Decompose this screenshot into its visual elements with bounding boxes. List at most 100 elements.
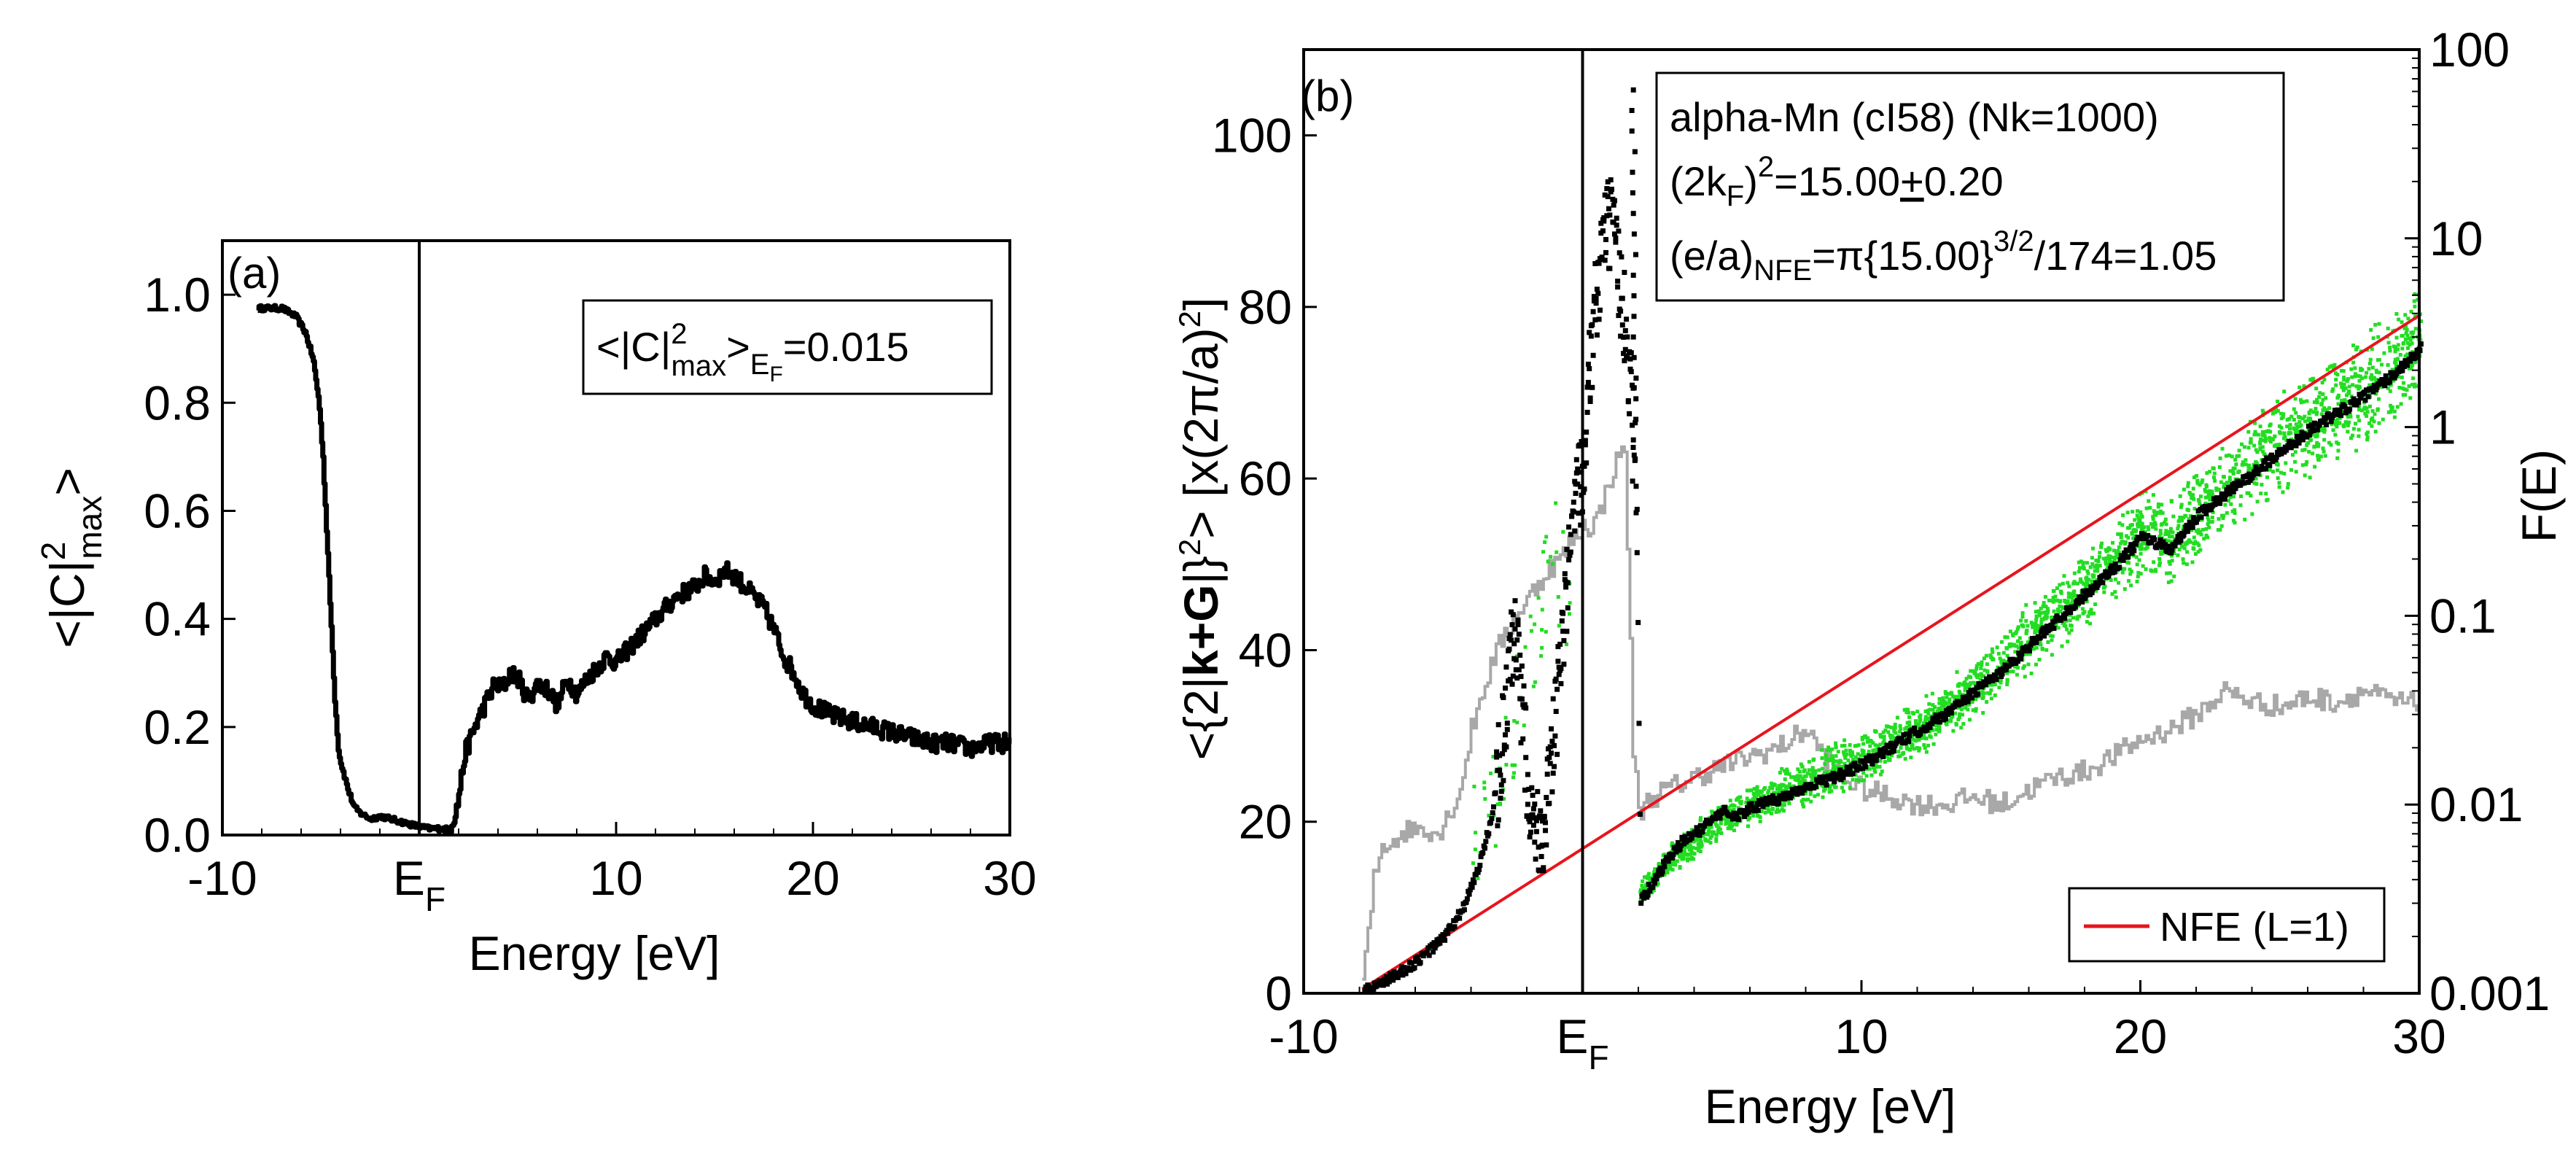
- black-point: [1519, 663, 1525, 669]
- green-point: [2203, 501, 2208, 505]
- black-point: [1614, 222, 1619, 228]
- green-point: [1934, 723, 1939, 728]
- green-point: [1495, 802, 1500, 807]
- green-point: [2136, 570, 2141, 575]
- green-point: [2020, 615, 2025, 619]
- green-point: [1716, 828, 1720, 832]
- green-point: [2367, 421, 2372, 425]
- green-point: [1474, 831, 1478, 835]
- green-point: [1834, 745, 1838, 749]
- green-point: [2159, 532, 2163, 536]
- green-point: [1851, 777, 1855, 782]
- green-point: [2264, 437, 2268, 441]
- black-point: [1546, 755, 1552, 761]
- green-point: [2139, 510, 2143, 514]
- green-point: [2067, 631, 2071, 635]
- green-point: [2410, 341, 2414, 346]
- green-point: [2333, 432, 2338, 437]
- green-point: [2091, 546, 2095, 551]
- green-point: [2304, 462, 2308, 467]
- green-point: [2343, 420, 2348, 424]
- green-point: [2069, 592, 2074, 597]
- green-point: [1921, 721, 1926, 726]
- green-point: [2029, 621, 2034, 625]
- green-point: [1646, 874, 1650, 878]
- green-point: [2090, 562, 2095, 566]
- black-point: [1568, 549, 1573, 555]
- green-point: [2271, 470, 2275, 474]
- green-point: [2227, 499, 2231, 503]
- black-point: [1494, 749, 1500, 755]
- black-point: [1432, 945, 1438, 951]
- green-point: [1770, 781, 1773, 785]
- black-point: [1651, 877, 1657, 883]
- black-point: [2112, 569, 2117, 575]
- green-point: [2044, 616, 2048, 621]
- black-point: [1596, 317, 1602, 322]
- green-point: [2044, 648, 2049, 652]
- green-point: [2018, 643, 2023, 647]
- green-point: [2305, 443, 2309, 447]
- green-point: [1878, 742, 1883, 747]
- green-point: [2050, 653, 2054, 657]
- green-point: [2016, 645, 2020, 650]
- green-point: [2281, 490, 2285, 494]
- y-tick-label: 0.0: [144, 808, 211, 862]
- green-point: [2069, 628, 2074, 632]
- green-point: [2330, 389, 2335, 393]
- green-point: [2377, 421, 2381, 425]
- black-point: [1503, 744, 1509, 750]
- black-point: [1514, 637, 1520, 643]
- green-point: [2370, 416, 2375, 420]
- black-point: [2187, 519, 2192, 525]
- black-point: [1608, 177, 1614, 183]
- panel-b-x-axis-label: Energy [eV]: [1705, 1079, 1956, 1133]
- green-point: [1643, 875, 1646, 880]
- green-point: [1967, 685, 1972, 689]
- green-point: [1963, 686, 1967, 690]
- green-point: [2013, 664, 2017, 669]
- black-point: [1596, 260, 1602, 266]
- green-point: [2176, 527, 2180, 531]
- black-point: [1509, 622, 1515, 628]
- green-point: [1998, 656, 2002, 661]
- black-point: [2129, 551, 2135, 556]
- black-point: [1507, 677, 1513, 683]
- green-point: [2268, 467, 2272, 471]
- green-point: [2287, 432, 2291, 436]
- green-point: [2293, 450, 2297, 454]
- black-point: [2130, 543, 2136, 549]
- green-point: [2044, 610, 2048, 614]
- black-point: [1601, 218, 1607, 224]
- green-point: [1842, 761, 1847, 766]
- black-point: [2166, 545, 2172, 551]
- green-point: [2284, 438, 2289, 443]
- black-point: [2120, 557, 2126, 563]
- panel-b-fe-line: [1362, 445, 2419, 981]
- black-point: [1564, 546, 1570, 552]
- black-point: [2392, 375, 2397, 381]
- green-point: [1512, 719, 1517, 723]
- green-point: [1874, 761, 1878, 766]
- green-point: [1785, 769, 1789, 774]
- green-point: [1778, 771, 1782, 775]
- green-point: [2090, 573, 2095, 578]
- black-point: [2402, 364, 2408, 370]
- green-point: [2187, 508, 2190, 513]
- green-point: [2410, 382, 2414, 387]
- green-point: [2140, 521, 2144, 526]
- black-point: [2204, 504, 2210, 510]
- black-point: [1552, 764, 1557, 769]
- green-point: [1937, 728, 1942, 732]
- green-point: [1848, 748, 1852, 753]
- green-point: [1751, 791, 1756, 796]
- green-point: [1895, 715, 1899, 720]
- green-point: [2374, 392, 2378, 396]
- green-point: [1522, 723, 1526, 728]
- x-tick-label: -10: [1269, 1009, 1338, 1063]
- green-point: [1843, 756, 1848, 760]
- black-point: [1587, 399, 1593, 404]
- green-point: [1670, 841, 1674, 845]
- black-point: [1585, 361, 1591, 367]
- black-point: [1700, 828, 1705, 834]
